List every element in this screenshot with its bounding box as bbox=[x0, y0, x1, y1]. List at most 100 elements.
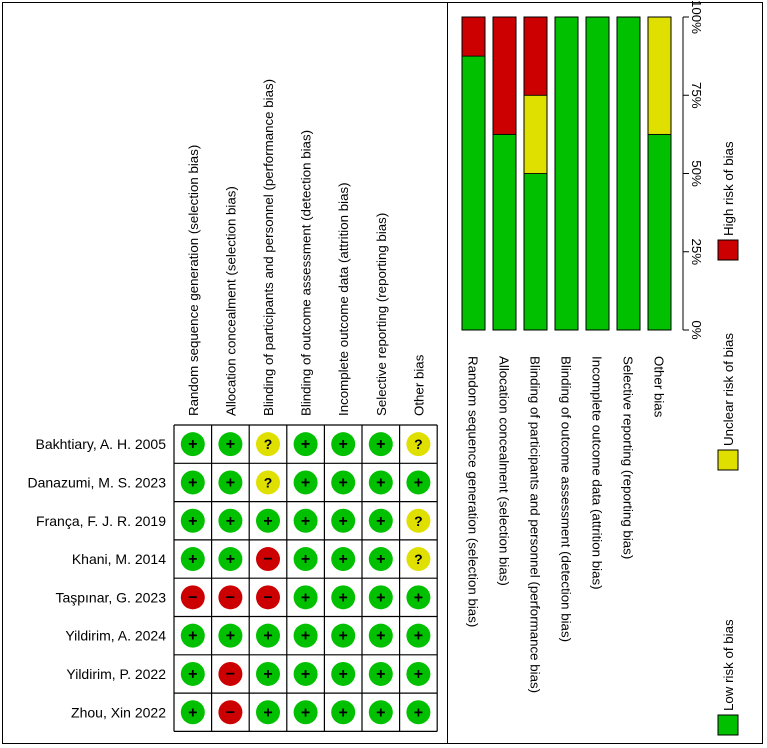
high-risk-icon bbox=[218, 700, 243, 725]
axis-tick-label: 100% bbox=[689, 0, 704, 34]
low-risk-icon bbox=[180, 623, 205, 648]
category-label: Other bias bbox=[652, 356, 667, 418]
low-risk-icon bbox=[331, 661, 356, 686]
low-risk-icon bbox=[406, 585, 431, 610]
domain-header-label: Blinding of outcome assessment (detectio… bbox=[299, 130, 314, 416]
low-risk-icon bbox=[368, 547, 393, 572]
judgement-symbol: + bbox=[376, 628, 385, 645]
bar-segment bbox=[461, 16, 486, 57]
study-name-label: Yildirim, A. 2024 bbox=[65, 628, 166, 644]
study-name-label: Khani, M. 2014 bbox=[72, 551, 166, 567]
low-risk-icon bbox=[218, 547, 243, 572]
low-risk-icon bbox=[180, 432, 205, 457]
low-risk-icon bbox=[368, 661, 393, 686]
low-risk-icon bbox=[180, 508, 205, 533]
judgement-symbol: + bbox=[263, 704, 272, 721]
low-risk-icon bbox=[368, 623, 393, 648]
judgement-symbol: + bbox=[301, 666, 310, 683]
high-risk-icon bbox=[218, 585, 243, 610]
judgement-symbol: + bbox=[188, 666, 197, 683]
judgement-symbol: + bbox=[414, 474, 423, 491]
panel-divider bbox=[447, 2, 448, 744]
judgement-symbol: + bbox=[301, 704, 310, 721]
low-risk-icon bbox=[331, 470, 356, 495]
judgement-symbol: + bbox=[263, 628, 272, 645]
unclear-risk-icon bbox=[406, 432, 431, 457]
judgement-symbol: + bbox=[301, 551, 310, 568]
judgement-symbol: − bbox=[188, 589, 197, 606]
study-name-label: Taşpınar, G. 2023 bbox=[55, 589, 166, 605]
judgement-symbol: + bbox=[339, 513, 348, 530]
low-risk-icon bbox=[368, 470, 393, 495]
low-risk-icon bbox=[331, 623, 356, 648]
judgement-symbol: ? bbox=[264, 474, 273, 490]
category-label: Random sequence generation (selection bi… bbox=[466, 356, 481, 627]
high-risk-icon bbox=[256, 585, 280, 610]
judgement-symbol: + bbox=[301, 589, 310, 606]
low-risk-icon bbox=[368, 700, 393, 725]
bar-segment bbox=[585, 16, 610, 331]
judgement-symbol: + bbox=[376, 704, 385, 721]
legend-swatch bbox=[717, 449, 739, 471]
judgement-symbol: + bbox=[339, 704, 348, 721]
judgement-symbol: + bbox=[188, 704, 197, 721]
low-risk-icon bbox=[331, 700, 356, 725]
judgement-symbol: − bbox=[226, 666, 235, 683]
study-name-label: Yildirim, P. 2022 bbox=[66, 666, 166, 682]
low-risk-icon bbox=[218, 623, 243, 648]
low-risk-icon bbox=[256, 508, 280, 533]
axis-tick-label: 75% bbox=[689, 82, 704, 109]
low-risk-icon bbox=[218, 508, 243, 533]
judgement-symbol: − bbox=[263, 551, 272, 568]
low-risk-icon bbox=[293, 508, 318, 533]
judgement-symbol: + bbox=[339, 589, 348, 606]
legend-label: Unclear risk of bias bbox=[721, 333, 736, 446]
study-name-label: Zhou, Xin 2022 bbox=[71, 704, 166, 720]
low-risk-icon bbox=[368, 432, 393, 457]
low-risk-icon bbox=[293, 547, 318, 572]
judgement-symbol: + bbox=[188, 551, 197, 568]
category-label: Blinding of outcome assessment (detectio… bbox=[559, 356, 574, 642]
low-risk-icon bbox=[180, 661, 205, 686]
low-risk-icon bbox=[406, 623, 431, 648]
judgement-symbol: + bbox=[414, 628, 423, 645]
low-risk-icon bbox=[256, 623, 280, 648]
bar-outline bbox=[554, 16, 579, 331]
judgement-symbol: ? bbox=[414, 551, 423, 567]
bar-segment bbox=[647, 133, 672, 331]
low-risk-icon bbox=[331, 432, 356, 457]
unclear-risk-icon bbox=[256, 470, 280, 495]
judgement-symbol: + bbox=[226, 436, 235, 453]
axis-tick-label: 25% bbox=[689, 238, 704, 265]
study-name-label: Bakhtiary, A. H. 2005 bbox=[36, 436, 167, 452]
judgement-symbol: + bbox=[226, 551, 235, 568]
judgement-symbol: − bbox=[263, 589, 272, 606]
low-risk-icon bbox=[406, 700, 431, 725]
bar-segment bbox=[523, 173, 548, 331]
low-risk-icon bbox=[331, 508, 356, 533]
low-risk-icon bbox=[293, 661, 318, 686]
domain-header-label: Incomplete outcome data (attrition bias) bbox=[336, 182, 351, 416]
bar-outline bbox=[647, 16, 672, 331]
judgement-symbol: + bbox=[188, 436, 197, 453]
low-risk-icon bbox=[406, 470, 431, 495]
judgement-symbol: + bbox=[301, 474, 310, 491]
domain-header-label: Random sequence generation (selection bi… bbox=[186, 145, 201, 416]
legend-swatch bbox=[717, 239, 739, 261]
low-risk-icon bbox=[180, 547, 205, 572]
judgement-symbol: + bbox=[376, 474, 385, 491]
low-risk-icon bbox=[256, 700, 280, 725]
low-risk-icon bbox=[406, 661, 431, 686]
bar-outline bbox=[616, 16, 641, 331]
judgement-symbol: + bbox=[376, 666, 385, 683]
study-name-label: França, F. J. R. 2019 bbox=[36, 513, 166, 529]
judgement-symbol: + bbox=[226, 474, 235, 491]
low-risk-icon bbox=[293, 585, 318, 610]
judgement-symbol: + bbox=[301, 628, 310, 645]
judgement-symbol: ? bbox=[414, 513, 423, 529]
unclear-risk-icon bbox=[256, 432, 280, 457]
low-risk-icon bbox=[368, 585, 393, 610]
bar-segment bbox=[616, 16, 641, 331]
bar-outline bbox=[523, 16, 548, 331]
